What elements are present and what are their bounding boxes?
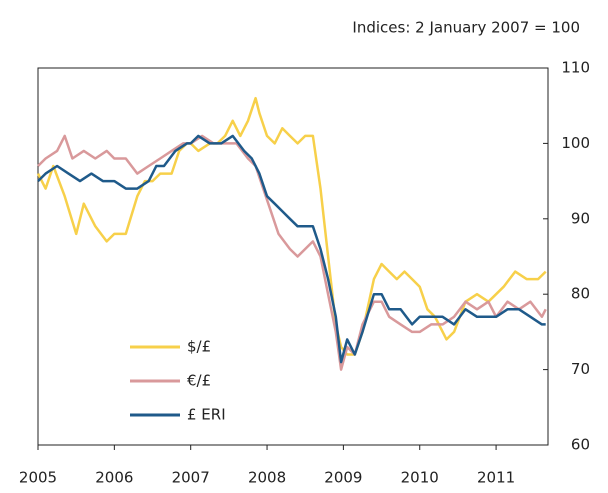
x-tick-label: 2011 xyxy=(477,469,515,487)
legend-label: €/£ xyxy=(187,372,211,390)
series-line xyxy=(36,96,547,356)
x-tick-label: 2009 xyxy=(324,469,362,487)
series-line xyxy=(37,134,546,364)
y-tick-label: 100 xyxy=(561,134,590,152)
y-tick-label: 70 xyxy=(571,360,590,378)
x-tick-label: 2006 xyxy=(95,469,133,487)
plot-frame xyxy=(37,67,549,446)
x-tick-label: 2007 xyxy=(172,469,210,487)
x-tick-label: 2005 xyxy=(19,469,57,487)
y-tick-label: 90 xyxy=(571,209,590,227)
x-tick-label: 2010 xyxy=(401,469,439,487)
chart-subtitle: Indices: 2 January 2007 = 100 xyxy=(352,19,580,37)
series-line xyxy=(37,134,547,371)
legend-label: $/£ xyxy=(187,338,211,356)
legend-label: £ ERI xyxy=(187,406,226,424)
y-tick-label: 80 xyxy=(571,285,590,303)
x-tick-label: 2008 xyxy=(248,469,286,487)
y-tick-label: 60 xyxy=(571,436,590,454)
y-tick-label: 110 xyxy=(561,59,590,77)
